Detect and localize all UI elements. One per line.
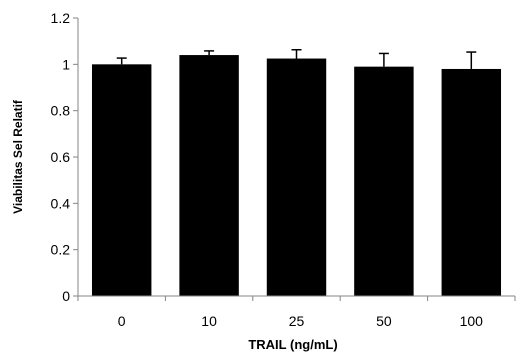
- y-axis-title: Viabilitas Sel Relatif: [11, 99, 25, 214]
- y-tick-label: 0.8: [51, 103, 71, 119]
- bars-layer: [91, 55, 502, 297]
- bar-100: [441, 68, 502, 296]
- x-tick-label: 10: [201, 313, 217, 329]
- axes-layer: [73, 17, 516, 301]
- y-tick-label: 0: [62, 288, 70, 304]
- x-axis-title: TRAIL (ng/mL): [248, 337, 337, 352]
- bar-25: [266, 58, 327, 296]
- bar-50: [354, 66, 414, 297]
- x-tick-label: 100: [460, 313, 484, 329]
- bar-10: [179, 55, 239, 296]
- x-tick-label: 0: [118, 313, 126, 329]
- labels-layer: 0 10 25 50 100 0 0.2 0.4 0.6 0.8 1 1.2: [51, 10, 484, 329]
- x-tick-label: 25: [289, 313, 305, 329]
- y-tick-label: 1: [62, 56, 70, 72]
- y-tick-label: 1.2: [51, 10, 71, 26]
- y-tick-label: 0.2: [51, 242, 71, 258]
- x-tick-label: 50: [376, 313, 392, 329]
- y-tick-label: 0.6: [51, 149, 71, 165]
- error-bars-layer: [116, 48, 477, 69]
- bar-0: [91, 64, 152, 296]
- y-tick-label: 0.4: [51, 195, 71, 211]
